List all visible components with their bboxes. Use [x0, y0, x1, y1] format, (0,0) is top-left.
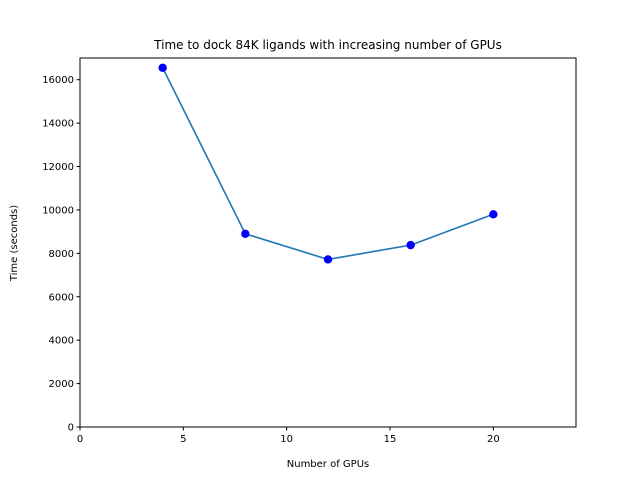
y-tick-label: 8000 — [49, 249, 74, 260]
data-point — [158, 63, 167, 72]
y-tick-label: 2000 — [49, 379, 74, 390]
y-tick-label: 16000 — [42, 75, 74, 86]
x-tick-label: 10 — [280, 434, 293, 445]
y-tick-label: 4000 — [49, 336, 74, 347]
plot-area — [158, 63, 498, 264]
plot-frame — [79, 57, 577, 428]
data-point — [323, 255, 333, 264]
y-tick-label: 10000 — [42, 205, 74, 216]
chart-title: Time to dock 84K ligands with increasing… — [153, 38, 502, 52]
data-point — [241, 229, 250, 239]
x-axis-label: Number of GPUs — [287, 459, 369, 470]
x-axis: 0 5 10 15 20 — [77, 427, 500, 445]
y-tick-label: 6000 — [49, 292, 74, 303]
y-axis: 0 2000 4000 6000 8000 10000 12000 14000 16000 — [42, 75, 80, 434]
x-tick-label: 15 — [384, 434, 397, 445]
data-point — [406, 240, 415, 250]
y-tick-label: 12000 — [42, 162, 74, 173]
x-tick-label: 0 — [77, 434, 83, 445]
series-line — [161, 67, 494, 261]
y-tick-label: 0 — [68, 423, 74, 434]
data-point — [489, 210, 498, 219]
x-tick-label: 5 — [180, 434, 186, 445]
y-axis-label: Time (seconds) — [9, 205, 20, 282]
y-tick-label: 14000 — [42, 119, 74, 130]
x-tick-label: 20 — [487, 434, 500, 445]
